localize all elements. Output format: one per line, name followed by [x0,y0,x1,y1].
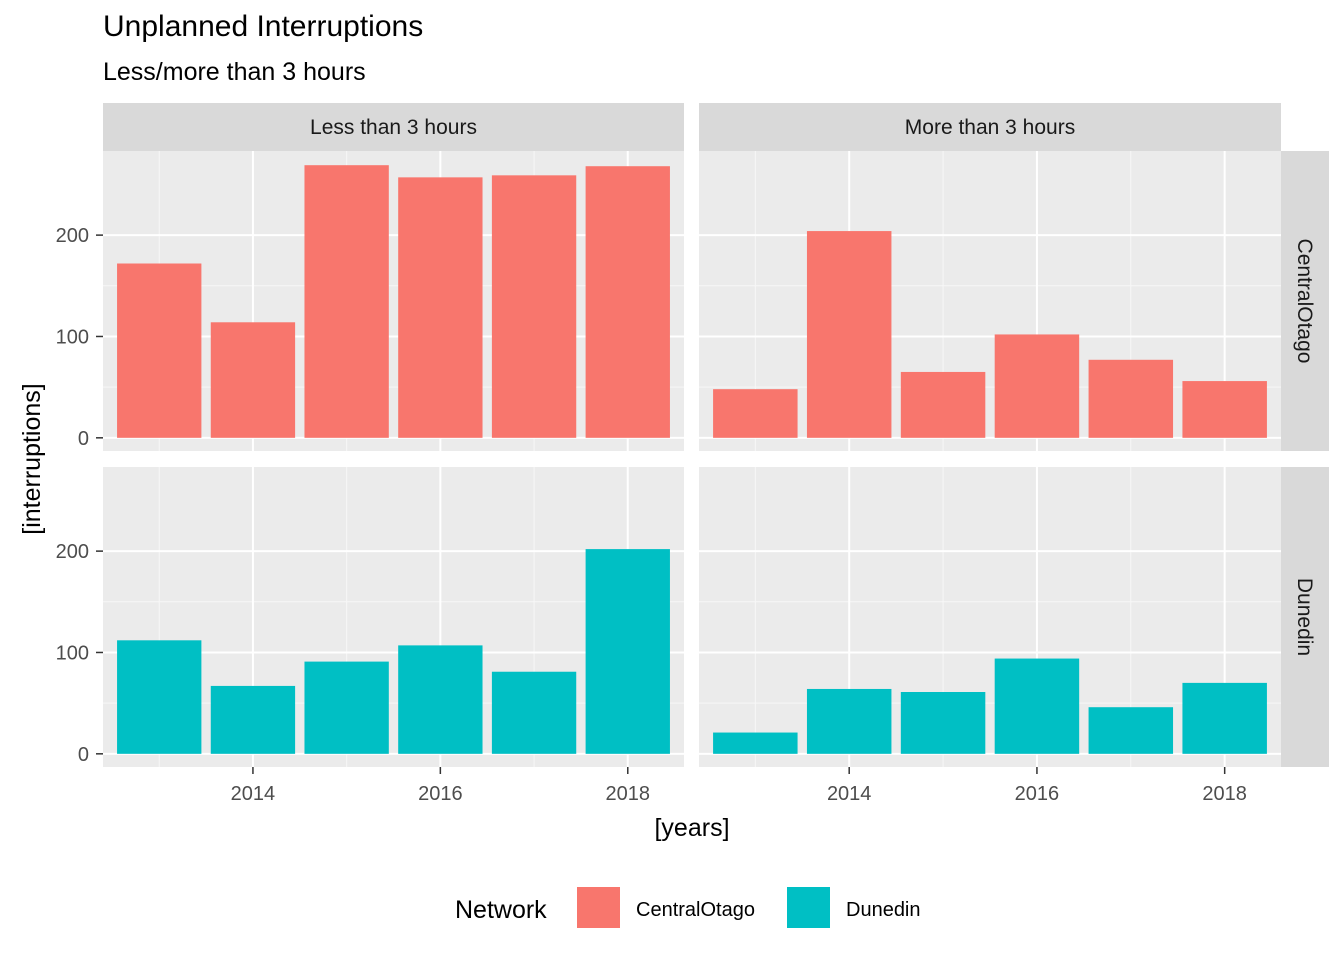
legend-label: CentralOtago [636,899,755,921]
y-tick-label: 0 [78,744,89,766]
bar [806,231,892,438]
bar [806,688,892,754]
bar [398,645,483,754]
facet-strip [699,103,1281,151]
y-tick-label: 200 [56,225,89,247]
bar [994,334,1080,438]
bar [491,671,577,754]
bar [585,549,670,754]
facet-strip [103,103,684,151]
legend-label: Dunedin [846,899,921,921]
facet-strip [1281,467,1329,767]
bar [994,658,1080,754]
facet-strip-label: More than 3 hours [905,116,1075,139]
x-tick-label: 2016 [418,783,463,805]
legend-key [577,887,620,928]
bar [1182,682,1267,754]
bar [900,371,986,438]
bar [900,692,986,754]
legend-title: Network [455,896,547,924]
bar [117,263,202,438]
chart-title: Unplanned Interruptions [103,10,424,43]
y-tick-label: 100 [56,642,89,664]
facet-strip [1281,151,1329,451]
x-tick-label: 2016 [1015,783,1060,805]
bar [210,322,296,438]
bar [210,685,296,754]
bar [117,640,202,754]
y-axis-title: [interruptions] [18,383,46,534]
x-tick-label: 2018 [606,783,651,805]
bar [491,175,577,438]
y-tick-label: 0 [78,428,89,450]
facet-strip-label: Dunedin [1293,578,1316,656]
bar [398,177,483,438]
y-tick-label: 200 [56,541,89,563]
bar [304,661,389,754]
legend-key [787,887,830,928]
chart-subtitle: Less/more than 3 hours [103,58,366,86]
facet-strip-label: Less than 3 hours [310,116,477,139]
bar [304,165,389,438]
bar [585,166,670,438]
x-axis-title: [years] [654,814,729,842]
bar [713,389,798,438]
bar [1088,707,1174,754]
x-tick-label: 2018 [1202,783,1247,805]
y-tick-label: 100 [56,326,89,348]
facet-strip-label: CentralOtago [1293,239,1316,364]
x-tick-label: 2014 [231,783,276,805]
bar [1088,359,1174,438]
bar [1182,381,1267,438]
x-tick-label: 2014 [827,783,872,805]
bar [713,732,798,754]
